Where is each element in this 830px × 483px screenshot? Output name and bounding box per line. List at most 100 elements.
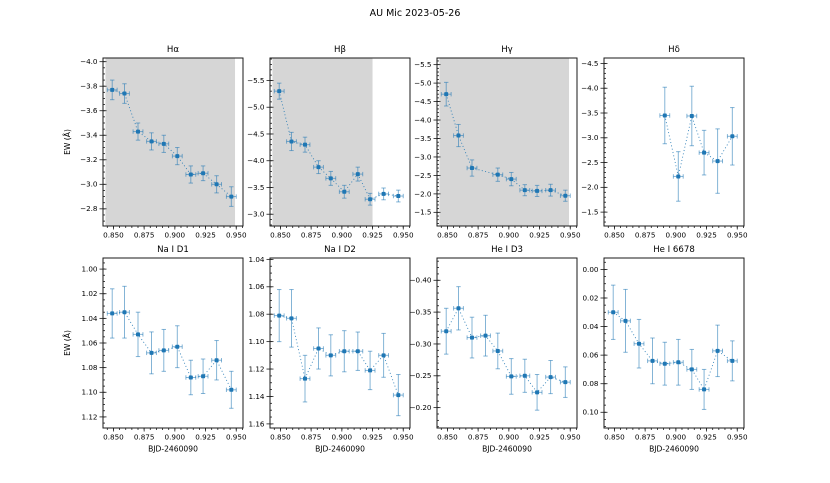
data-point — [136, 129, 140, 134]
x-tick-label: 0.850 — [270, 433, 291, 442]
data-point — [303, 376, 307, 381]
y-tick-label: −4.5 — [581, 59, 598, 68]
data-points — [277, 89, 401, 202]
error-bars — [659, 85, 738, 202]
y-tick-label: −2.8 — [80, 204, 98, 213]
data-point — [229, 387, 234, 392]
data-points — [110, 87, 234, 199]
x-tick-label: 0.875 — [468, 433, 489, 442]
shaded-region — [439, 58, 570, 226]
subplot-title: Hγ — [501, 45, 513, 55]
y-tick-label: −3.2 — [80, 155, 97, 164]
axis-ticks — [600, 261, 744, 432]
data-point — [214, 182, 219, 187]
x-tick-label: 0.850 — [604, 231, 625, 240]
error-bars — [607, 284, 738, 410]
data-point — [149, 350, 154, 355]
y-tick-label: 0.06 — [582, 351, 598, 360]
data-point — [676, 174, 681, 179]
data-point — [396, 194, 401, 199]
data-point — [201, 374, 206, 379]
subplot-na-i-d1: 0.850 0.875 0.900 0.925 0.950 1.00 1.02 1.04 1.0… — [63, 245, 247, 454]
data-points — [110, 310, 234, 392]
data-point — [316, 165, 321, 170]
x-tick-label: 0.850 — [437, 433, 458, 442]
data-point — [303, 142, 307, 147]
y-tick-label: −0.40 — [409, 276, 431, 285]
axis-ticks — [266, 258, 410, 432]
y-tick-label: −3.5 — [414, 134, 431, 143]
data-point — [214, 358, 219, 363]
data-point — [535, 188, 540, 193]
data-point — [702, 387, 707, 392]
x-tick-label: 0.875 — [635, 433, 656, 442]
data-point — [229, 194, 234, 199]
data-point — [650, 358, 655, 363]
x-tick-label: 0.950 — [560, 231, 581, 240]
x-tick-label: 0.850 — [103, 433, 124, 442]
data-point — [175, 154, 180, 159]
data-points — [444, 92, 568, 198]
y-tick-label: −0.30 — [409, 339, 431, 348]
axis-ticks — [433, 260, 577, 432]
x-tick-label: 0.925 — [362, 231, 383, 240]
y-tick-label: −3.4 — [80, 131, 98, 140]
data-point — [730, 358, 735, 363]
data-point — [396, 393, 401, 398]
y-tick-label: −5.5 — [247, 76, 264, 85]
x-tick-label: 0.850 — [270, 231, 291, 240]
y-tick-label: −3.0 — [414, 152, 432, 161]
y-tick-label: 1.14 — [248, 392, 264, 401]
x-tick-label: 0.900 — [499, 433, 520, 442]
x-tick-label: 0.925 — [696, 433, 717, 442]
y-tick-label: −0.25 — [409, 371, 431, 380]
data-line — [445, 307, 566, 394]
data-point — [355, 172, 360, 177]
data-line — [112, 311, 232, 391]
y-tick-label: −4.0 — [414, 115, 432, 124]
data-point — [368, 368, 373, 373]
y-tick-label: −3.6 — [80, 106, 98, 115]
data-point — [509, 177, 514, 182]
error-bars — [106, 285, 237, 409]
x-tick-label: 0.875 — [468, 231, 489, 240]
x-axis-label: BJD-2460090 — [315, 445, 365, 454]
data-point — [662, 113, 667, 118]
x-tick-label: 0.900 — [666, 433, 687, 442]
x-tick-label: 0.925 — [529, 231, 550, 240]
y-tick-label: −2.5 — [414, 171, 431, 180]
data-point — [715, 159, 720, 164]
data-point — [122, 310, 127, 315]
x-tick-label: 0.925 — [696, 231, 717, 240]
y-tick-label: 1.00 — [81, 264, 97, 273]
y-tick-label: 1.02 — [81, 289, 97, 298]
data-point — [662, 361, 667, 366]
subplot-title: He I D3 — [491, 245, 523, 255]
data-point — [495, 172, 500, 177]
data-point — [611, 310, 616, 315]
plot-box — [436, 57, 578, 227]
data-point — [328, 176, 333, 181]
data-point — [470, 335, 474, 340]
data-point — [548, 375, 553, 380]
x-tick-label: 0.900 — [666, 231, 687, 240]
y-tick-label: 0.08 — [582, 379, 598, 388]
y-tick-label: −1.5 — [414, 208, 431, 217]
x-tick-label: 0.900 — [332, 433, 353, 442]
data-point — [689, 113, 694, 118]
data-point — [316, 346, 321, 351]
data-points — [611, 310, 735, 392]
x-tick-label: 0.900 — [165, 231, 186, 240]
data-point — [623, 318, 628, 323]
subplot-title: Na I D2 — [324, 245, 356, 255]
data-point — [715, 348, 720, 353]
data-point — [509, 374, 514, 379]
data-point — [289, 316, 294, 321]
data-point — [483, 333, 488, 338]
axis-ticks — [99, 262, 243, 432]
x-tick-label: 0.925 — [195, 231, 216, 240]
y-tick-label: 1.08 — [248, 310, 264, 319]
x-axis-label: BJD-2460090 — [148, 445, 198, 454]
y-tick-label: −2.0 — [414, 189, 432, 198]
